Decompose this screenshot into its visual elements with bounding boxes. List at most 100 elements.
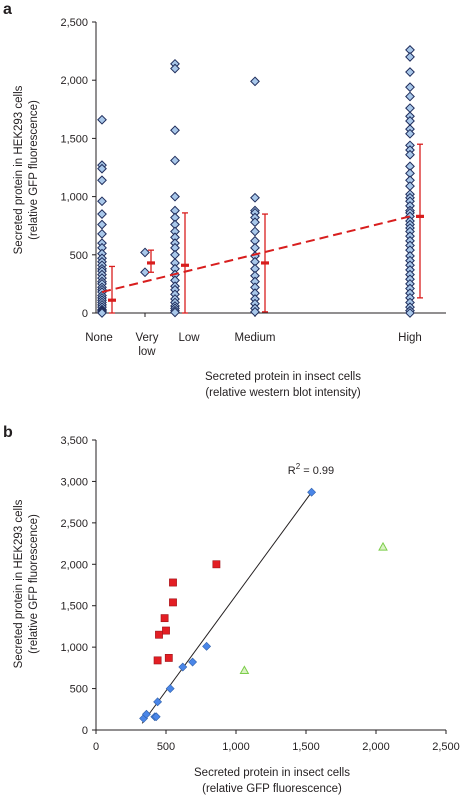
y-axis-title-b-line1: Secreted protein in HEK293 cells [13,499,25,668]
data-point-none [97,228,107,239]
chart-panel-b: b Secreted protein in HEK293 cells (rela… [3,424,460,795]
mean-marker-low [181,263,189,267]
y-tick-label-b: 0 [82,725,88,737]
data-point-low [170,63,180,74]
data-point-high [405,181,415,192]
y-tick-label-a: 0 [82,308,88,320]
data-point-square [169,598,177,607]
data-point-high [405,67,415,77]
x-axis-title-b-line1: Secreted protein in insect cells [194,767,350,779]
y-tick-label-b: 1,000 [60,642,88,654]
data-point-low [170,125,180,136]
data-point-triangle [239,665,250,675]
mean-marker-medium [261,261,269,265]
trend-line-a [101,215,411,294]
data-point-none [97,163,107,174]
data-point-none [97,308,107,318]
data-point-medium [250,217,260,228]
data-point-medium [250,242,260,253]
x-category-labels-a: None Very low Low Medium High [85,313,422,358]
r-squared-value: = 0.99 [300,465,334,477]
data-point-medium [250,76,260,87]
y-axis-title-b-line2: (relative GFP fluorescence) [28,514,40,654]
data-point-medium [250,226,260,237]
data-point-none [97,175,107,186]
data-point-square [169,578,177,587]
y-axis-title-a-line1: Secreted protein in HEK293 cells [13,85,25,254]
data-point-high [405,82,415,93]
y-tick-label-a: 2,000 [60,75,88,87]
mean-marker-very-low [147,261,155,265]
panel-label-a: a [3,1,12,18]
y-axis-title-a: Secreted protein in HEK293 cells (relati… [13,85,40,254]
chart-panel-a: a Secreted protein in HEK293 cells (rela… [3,1,446,399]
x-tick-label-b: 2,500 [432,741,460,753]
y-tick-label-b: 3,500 [60,435,88,447]
y-ticks-b: 0 500 1,000 1,500 2,000 2,500 3,000 3,500 [60,435,96,737]
data-point-square [160,614,169,623]
mean-marker-high [416,214,424,218]
data-point-diamond [165,684,175,693]
data-points-b [139,487,388,723]
x-category-label-very-low: low [138,346,156,358]
data-point-diamond [202,641,212,651]
data-point-triangle [378,541,388,551]
data-point-medium [250,192,260,203]
data-point-none [97,219,107,230]
data-point-high [405,128,415,139]
data-point-high [405,91,415,102]
x-axis-title-a-line2: (relative western blot intensity) [205,387,360,399]
data-point-none [97,114,107,125]
x-category-label-low: Low [178,332,200,344]
y-tick-label-a: 1,500 [60,133,88,145]
y-axis-title-b: Secreted protein in HEK293 cells (relati… [13,499,40,668]
x-tick-label-b: 2,000 [362,741,390,753]
y-tick-label-a: 500 [70,250,88,262]
data-point-square [164,654,173,662]
y-tick-label-b: 500 [70,684,88,696]
data-point-high [405,149,415,160]
y-axis-title-a-line2: (relative GFP fluorescence) [28,100,40,240]
x-category-label-high: High [398,332,422,344]
data-point-square [155,630,163,639]
data-point-none [97,209,107,219]
mean-marker-none [108,298,116,302]
y-tick-label-b: 1,500 [60,601,88,613]
data-point-square [153,656,162,665]
x-tick-label-b: 1,000 [222,741,250,753]
x-tick-label-b: 500 [157,741,175,753]
data-point-high [405,52,415,62]
data-point-none [97,196,107,207]
trend-line-path [101,215,411,294]
data-point-very-low [140,267,150,278]
data-point-diamond [151,712,161,722]
x-category-label-medium: Medium [235,332,276,344]
data-point-diamond [307,487,317,497]
y-tick-label-b: 2,000 [60,559,88,571]
y-ticks-a: 0 500 1,000 1,500 2,000 2,500 [60,17,96,320]
x-category-label-none: None [85,332,113,344]
y-tick-label-a: 1,000 [60,192,88,204]
x-axis-title-b-line2: (relative GFP fluorescence) [202,783,342,795]
data-point-square [162,626,170,635]
error-bars-a [108,143,424,314]
data-point-low [170,155,180,166]
y-tick-label-b: 3,000 [60,476,88,488]
data-point-high [405,308,415,318]
r-squared-annotation: R2 = 0.99 [288,462,334,477]
data-point-low [170,191,180,202]
data-point-low [170,307,180,318]
r-squared-prefix: R [288,465,296,477]
data-point-diamond [153,697,163,707]
y-tick-label-b: 2,500 [60,518,88,530]
data-point-diamond [178,662,188,672]
x-tick-label-b: 1,500 [292,741,320,753]
data-point-high [405,103,415,114]
panel-label-b: b [3,424,13,441]
r-squared-superscript: 2 [296,462,301,471]
data-point-square [212,560,221,569]
x-ticks-b: 0 500 1,000 1,500 2,000 2,500 [93,730,460,753]
x-axis-title-a-line1: Secreted protein in insect cells [205,371,361,383]
data-point-low [170,249,180,260]
